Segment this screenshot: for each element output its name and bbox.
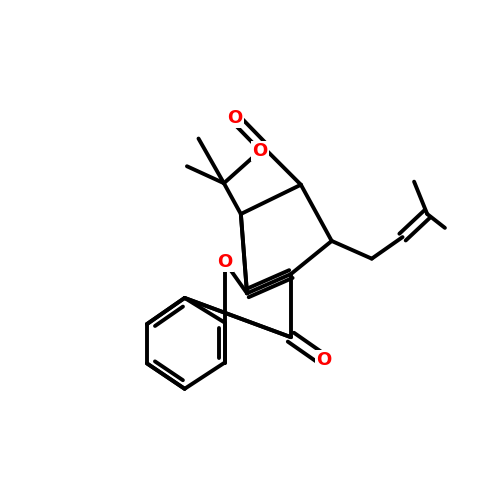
Text: O: O <box>252 142 268 160</box>
Text: O: O <box>217 252 232 270</box>
Text: O: O <box>316 352 332 370</box>
Text: O: O <box>227 109 242 126</box>
